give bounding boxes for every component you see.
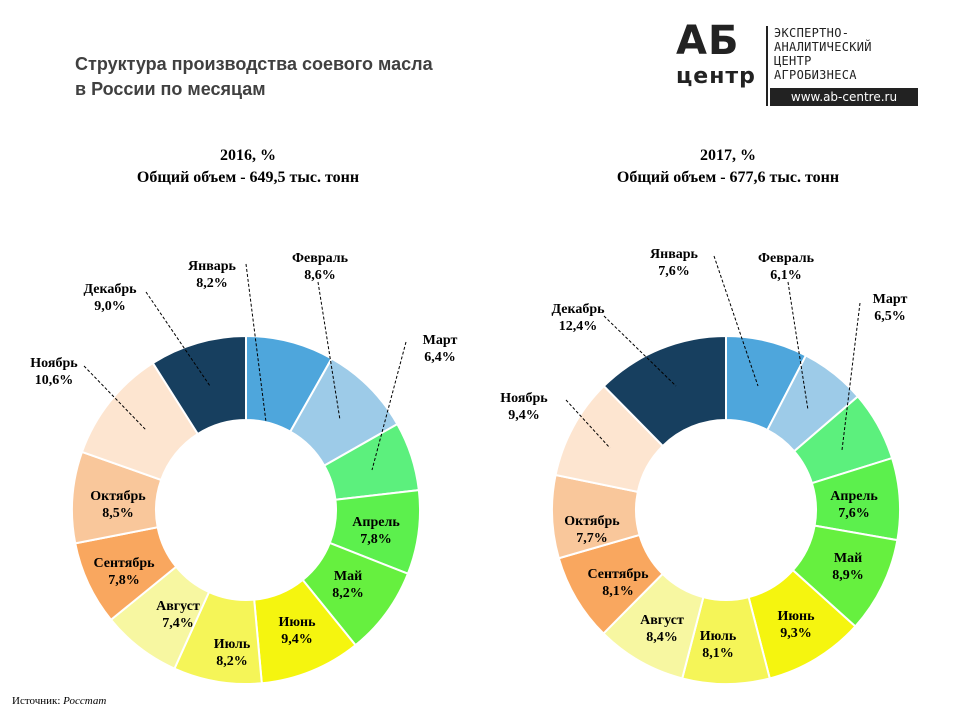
value-label-july: 8,2% [216,654,248,669]
logo-text-line: АГРОБИЗНЕСА [774,68,857,82]
ab-centre-logo: АБ центр ЭКСПЕРТНО- АНАЛИТИЧЕСКИЙ ЦЕНТР … [676,18,926,108]
category-label-march: Март [423,333,458,348]
logo-text-line: ЭКСПЕРТНО- [774,26,850,40]
category-label-august: Август [156,599,200,614]
value-label-september: 7,8% [108,573,140,588]
value-label-april: 7,6% [838,506,870,521]
value-label-december: 9,0% [94,299,126,314]
category-label-november: Ноябрь [500,391,548,406]
chart-2017-title: 2017, % [700,147,756,164]
value-label-january: 8,2% [196,276,228,291]
value-label-april: 7,8% [360,532,392,547]
category-label-october: Октябрь [90,489,146,504]
value-label-february: 8,6% [304,268,336,283]
chart-2017-subtitle: Общий объем - 677,6 тыс. тонн [616,169,840,186]
value-label-august: 8,4% [646,630,678,645]
leader-line-february [787,281,809,411]
value-label-march: 6,4% [424,350,456,365]
logo-divider [766,26,768,106]
leader-line-november [565,399,611,449]
source-note: Источник: Росстат [12,695,106,707]
logo-text-line: ЦЕНТР [774,54,812,68]
category-label-february: Февраль [292,251,349,266]
category-label-july: Июль [214,637,251,652]
value-label-november: 9,4% [508,408,540,423]
category-label-february: Февраль [758,251,815,266]
slice-december [151,334,247,436]
category-label-january: Январь [650,247,699,262]
chart-2016-subtitle: Общий объем - 649,5 тыс. тонн [136,169,360,186]
value-label-october: 7,7% [576,531,608,546]
category-label-december: Декабрь [551,302,605,317]
value-label-july: 8,1% [702,646,734,661]
value-label-may: 8,9% [832,568,864,583]
leader-line-december [145,291,211,387]
source-name: Росстат [63,695,107,707]
leader-line-january [245,263,267,423]
category-label-june: Июнь [278,615,316,630]
value-label-november: 10,6% [35,373,74,388]
logo-text-line: АНАЛИТИЧЕСКИЙ [774,40,872,54]
chart-2017-heading: 2017, % Общий объем - 677,6 тыс. тонн [548,145,908,189]
category-label-january: Январь [188,259,237,274]
page-title-line1: Структура производства соевого масла [75,54,433,74]
category-label-november: Ноябрь [30,356,78,371]
category-label-september: Сентябрь [93,556,155,571]
donut-chart-2017: Январь 7,6% Февраль 6,1% Март 6,5% Апрель 7,6% М… [500,247,908,685]
value-label-august: 7,4% [162,616,194,631]
category-label-may: Май [334,569,362,584]
category-label-august: Август [640,613,684,628]
value-label-december: 12,4% [559,319,598,334]
chart-2016-title: 2016, % [220,147,276,164]
category-label-september: Сентябрь [587,567,649,582]
slice-december [602,334,727,448]
value-label-may: 8,2% [332,586,364,601]
logo-mark-top: АБ [676,18,740,64]
category-label-june: Июнь [777,609,815,624]
category-label-december: Декабрь [83,282,137,297]
donut-chart-2016: Январь 8,2% Февраль 8,6% Март 6,4% Апрель 7,8% М… [30,251,458,685]
value-label-june: 9,4% [281,632,313,647]
value-label-october: 8,5% [102,506,134,521]
value-label-february: 6,1% [770,268,802,283]
category-label-march: Март [873,292,908,307]
leader-line-january [713,255,759,387]
value-label-march: 6,5% [874,309,906,324]
category-label-april: Апрель [352,515,400,530]
logo-text: ЭКСПЕРТНО- АНАЛИТИЧЕСКИЙ ЦЕНТР АГРОБИЗНЕ… [774,26,872,82]
value-label-january: 7,6% [658,264,690,279]
value-label-september: 8,1% [602,584,634,599]
chart-2016-heading: 2016, % Общий объем - 649,5 тыс. тонн [68,145,428,189]
leader-line-december [603,315,677,387]
category-label-october: Октябрь [564,514,620,529]
leader-line-march [371,341,407,471]
logo-url: www.ab-centre.ru [770,88,918,106]
category-label-july: Июль [700,629,737,644]
logo-mark-bottom: центр [676,64,756,89]
category-label-may: Май [834,551,862,566]
value-label-june: 9,3% [780,626,812,641]
page-title-line2: в России по месяцам [75,79,266,99]
source-label: Источник: [12,695,61,707]
category-label-april: Апрель [830,489,878,504]
page-title: Структура производства соевого масла в Р… [75,52,555,102]
leader-line-february [317,281,341,421]
